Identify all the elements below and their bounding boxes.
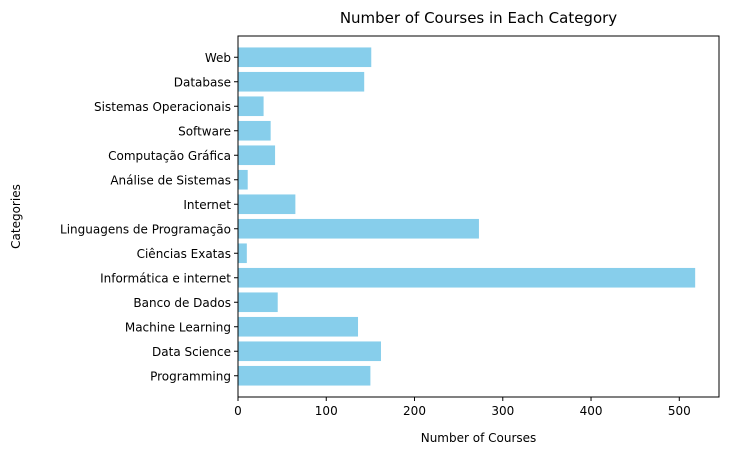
bar [238,194,296,215]
y-tick-label: Programming [150,369,231,383]
x-tick-label: 300 [491,404,514,418]
x-axis-ticks: 0 100 200 300 400 500 [234,397,691,418]
y-tick-label: Ciências Exatas [137,247,231,261]
x-tick-label: 500 [668,404,691,418]
y-tick-label: Linguagens de Programação [60,222,231,236]
x-tick-label: 100 [315,404,338,418]
y-tick-label: Software [178,124,231,138]
y-tick-label: Database [174,75,231,89]
y-tick-label: Internet [183,198,231,212]
bar [238,145,276,166]
y-tick-label: Data Science [152,345,231,359]
bar [238,316,359,337]
x-axis-label: Number of Courses [421,431,537,445]
bar [238,71,365,92]
bar [238,96,264,117]
bars-group [238,47,696,386]
bar [238,292,278,313]
x-tick-label: 400 [580,404,603,418]
bar [238,365,371,386]
y-tick-label: Computação Gráfica [108,149,231,163]
y-tick-label: Informática e internet [100,271,231,285]
bar [238,267,696,288]
chart-title: Number of Courses in Each Category [340,9,617,27]
x-tick-label: 200 [403,404,426,418]
y-tick-label: Sistemas Operacionais [94,100,231,114]
bar [238,47,372,68]
bar [238,169,248,190]
y-tick-label: Análise de Sistemas [110,173,231,187]
plot-frame [237,35,720,398]
y-tick-label: Web [205,51,231,65]
bar [238,341,381,362]
x-tick-label: 0 [234,404,242,418]
bar [238,120,271,141]
y-tick-label: Banco de Dados [133,296,231,310]
y-axis-label: Categories [9,184,23,249]
bar [238,218,479,239]
y-tick-label: Machine Learning [125,320,231,334]
y-axis-ticks: Programming Data Science Machine Learning B… [60,51,238,383]
bar [238,243,247,264]
